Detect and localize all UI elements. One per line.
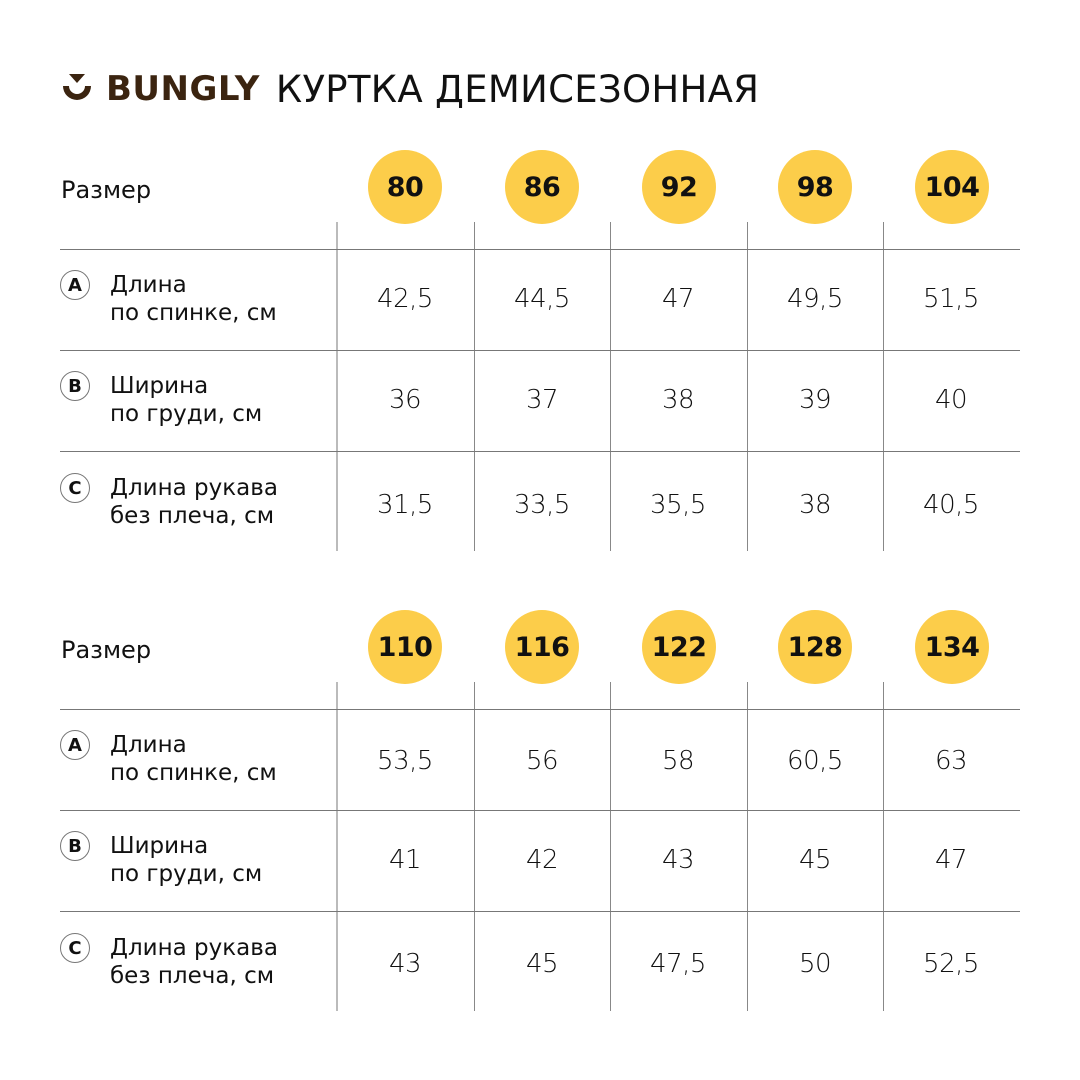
column-divider (336, 222, 338, 551)
label-line: без плеча, см (110, 963, 275, 989)
letter-b-badge: B (60, 831, 90, 861)
table-cell: 58 (661, 746, 695, 776)
table-cell: 35,5 (650, 490, 706, 520)
size-badge: 128 (778, 610, 852, 684)
row-label-text: Длина рукава без плеча, см (110, 934, 278, 990)
column-divider (747, 222, 748, 551)
table-cell: 43 (661, 845, 695, 875)
table-cell: 45 (798, 845, 832, 875)
table-cell: 39 (798, 385, 832, 415)
size-table-1: Размер 80 86 92 98 104 A Длина по спинке… (0, 0, 1080, 551)
size-badge: 98 (778, 150, 852, 224)
column-divider (474, 222, 475, 551)
column-divider (883, 222, 884, 551)
column-divider (747, 682, 748, 1011)
table-cell: 63 (934, 746, 968, 776)
table-cell: 44,5 (514, 284, 570, 314)
letter-c-badge: C (60, 473, 90, 503)
label-line: Длина (110, 732, 187, 758)
row-label-b: B Ширина по груди, см (60, 371, 262, 428)
table-cell: 60,5 (787, 746, 843, 776)
bungly-smile-icon (60, 72, 94, 106)
column-divider (610, 222, 611, 551)
table-cell: 40 (934, 385, 968, 415)
label-line: по груди, см (110, 861, 263, 887)
row-label-text: Длина рукава без плеча, см (110, 474, 278, 530)
row-divider (60, 911, 1020, 912)
label-line: Длина рукава (110, 475, 278, 501)
row-label-b: B Ширина по груди, см (60, 831, 262, 888)
table-cell: 56 (525, 746, 559, 776)
size-badge: 116 (505, 610, 579, 684)
column-divider (474, 682, 475, 1011)
table-cell: 53,5 (377, 746, 433, 776)
table-cell: 47,5 (650, 949, 706, 979)
table-cell: 40,5 (923, 490, 979, 520)
size-label: Размер (61, 176, 152, 204)
row-label-text: Ширина по груди, см (110, 832, 262, 888)
label-line: Длина рукава (110, 935, 278, 961)
table-cell: 43 (388, 949, 422, 979)
label-line: Ширина (110, 373, 209, 399)
row-divider (60, 451, 1020, 452)
row-label-c: C Длина рукава без плеча, см (60, 473, 278, 530)
table-cell: 52,5 (923, 949, 979, 979)
label-line: по груди, см (110, 401, 263, 427)
row-label-a: A Длина по спинке, см (60, 270, 277, 327)
label-line: Длина (110, 272, 187, 298)
size-badge: 122 (642, 610, 716, 684)
column-divider (610, 682, 611, 1011)
table-cell: 42 (525, 845, 559, 875)
page-title: КУРТКА ДЕМИСЕЗОННАЯ (275, 67, 760, 111)
row-label-text: Длина по спинке, см (110, 271, 277, 327)
table-cell: 31,5 (377, 490, 433, 520)
letter-a-badge: A (60, 270, 90, 300)
letter-c-badge: C (60, 933, 90, 963)
table-cell: 37 (525, 385, 559, 415)
label-line: по спинке, см (110, 300, 277, 326)
brand-name: BUNGLY (106, 69, 260, 109)
row-divider (60, 709, 1020, 710)
table-cell: 42,5 (377, 284, 433, 314)
row-label-c: C Длина рукава без плеча, см (60, 933, 278, 990)
label-line: без плеча, см (110, 503, 275, 529)
header: BUNGLY КУРТКА ДЕМИСЕЗОННАЯ (60, 66, 759, 112)
row-label-text: Ширина по груди, см (110, 372, 262, 428)
table-cell: 47 (661, 284, 695, 314)
table-cell: 41 (388, 845, 422, 875)
row-divider (60, 810, 1020, 811)
table-cell: 51,5 (923, 284, 979, 314)
table-cell: 50 (798, 949, 832, 979)
label-line: по спинке, см (110, 760, 277, 786)
column-divider (336, 682, 338, 1011)
table-cell: 38 (798, 490, 832, 520)
label-line: Ширина (110, 833, 209, 859)
size-badge: 110 (368, 610, 442, 684)
row-divider (60, 350, 1020, 351)
size-badge: 86 (505, 150, 579, 224)
size-label: Размер (61, 636, 152, 664)
table-cell: 36 (388, 385, 422, 415)
table-cell: 45 (525, 949, 559, 979)
size-badge: 92 (642, 150, 716, 224)
table-cell: 33,5 (514, 490, 570, 520)
row-label-text: Длина по спинке, см (110, 731, 277, 787)
table-cell: 49,5 (787, 284, 843, 314)
table-cell: 47 (934, 845, 968, 875)
size-badge: 134 (915, 610, 989, 684)
size-badge: 80 (368, 150, 442, 224)
row-label-a: A Длина по спинке, см (60, 730, 277, 787)
row-divider (60, 249, 1020, 250)
table-cell: 38 (661, 385, 695, 415)
size-badge: 104 (915, 150, 989, 224)
column-divider (883, 682, 884, 1011)
letter-a-badge: A (60, 730, 90, 760)
letter-b-badge: B (60, 371, 90, 401)
size-table-2: Размер 110 116 122 128 134 A Длина по сп… (0, 460, 1080, 1011)
